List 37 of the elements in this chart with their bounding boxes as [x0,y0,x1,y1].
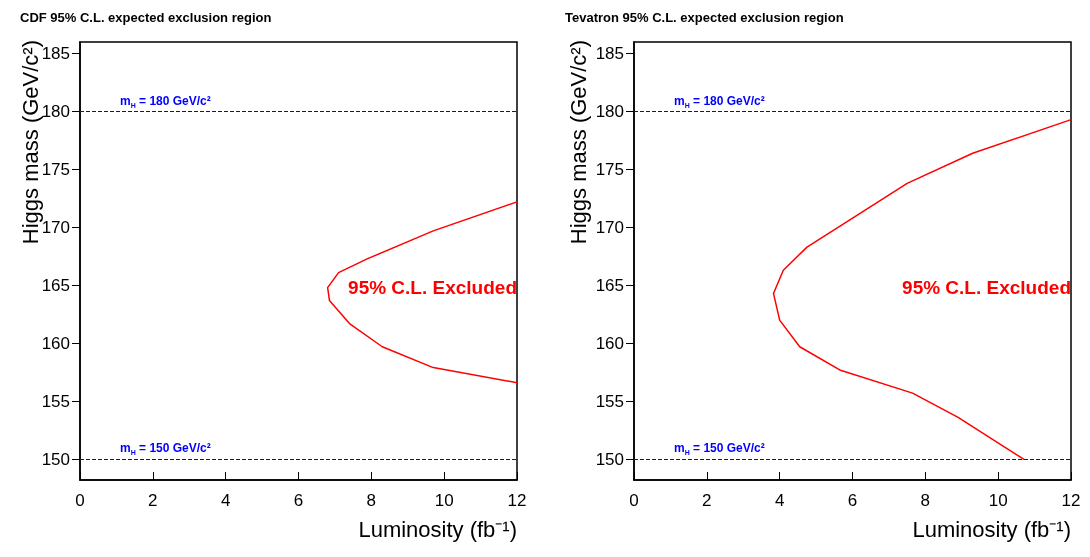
y-tick-label: 150 [595,449,624,469]
x-tick-label: 6 [847,491,858,510]
chart-title: Tevatron 95% C.L. expected exclusion region [565,10,844,25]
x-tick-label: 0 [629,491,639,510]
x-tick-label: 4 [774,491,785,510]
y-tick-label: 150 [41,449,70,469]
x-tick-label: 8 [920,491,931,510]
y-tick-label: 160 [41,333,70,353]
x-tick-label: 2 [148,491,158,510]
y-tick-label: 175 [41,159,70,179]
chart-title: CDF 95% C.L. expected exclusion region [20,10,272,25]
y-tick-label: 160 [595,333,624,353]
x-tick-label: 12 [1061,491,1081,510]
y-tick-label: 185 [595,44,624,64]
y-tick-label: 180 [595,102,624,122]
line-series [772,118,1072,460]
x-tick-label: 4 [220,491,231,510]
x-axis-title: Luminosity (fb⁻¹) [358,516,517,542]
y-tick-label: 165 [595,275,624,295]
line-series [326,201,518,384]
y-tick-label: 175 [595,159,624,179]
x-tick-label: 2 [702,491,712,510]
x-tick-label: 8 [366,491,377,510]
annotation: 95% C.L. Excluded [902,277,1072,298]
annotation: 95% C.L. Excluded [348,277,518,298]
y-tick-label: 155 [595,391,624,411]
x-tick-label: 12 [507,491,527,510]
x-tick-label: 10 [988,491,1008,510]
y-tick-label: 165 [41,275,70,295]
y-tick-label: 170 [595,217,624,237]
y-tick-label: 155 [41,391,70,411]
y-axis-title: Higgs mass (GeV/c²) [565,40,591,245]
x-tick-label: 10 [434,491,454,510]
x-tick-label: 0 [75,491,85,510]
x-axis-title: Luminosity (fb⁻¹) [912,516,1071,542]
x-tick-label: 6 [293,491,304,510]
y-axis-title: Higgs mass (GeV/c²) [17,40,43,245]
